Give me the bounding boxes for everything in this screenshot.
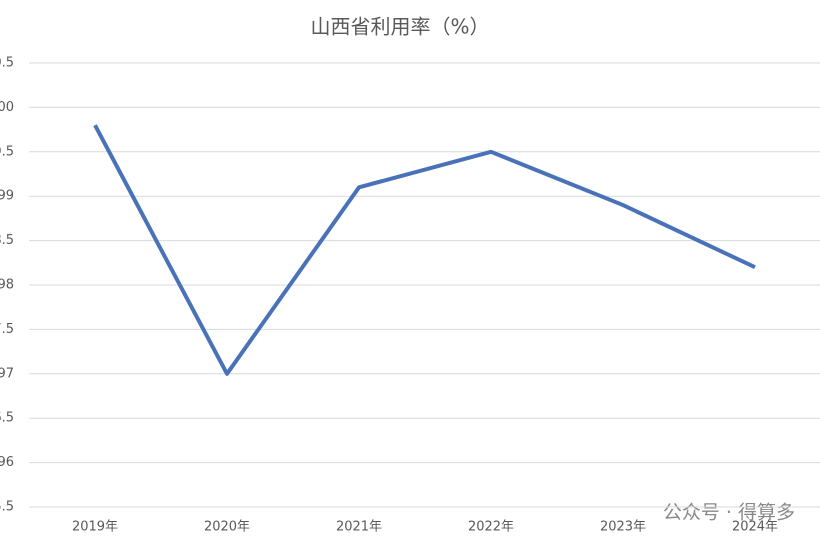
y-tick-label: 96 <box>0 455 14 470</box>
y-tick-label: 99 <box>0 189 14 204</box>
y-tick-label: 100 <box>0 100 14 115</box>
y-tick-label: 95.5 <box>0 500 14 515</box>
y-tick-label: 97.5 <box>0 322 14 337</box>
x-tick-label: 2020年 <box>204 520 250 535</box>
chart-title: 山西省利用率（%） <box>310 15 489 39</box>
data-line <box>93 124 756 376</box>
y-tick-label: 96.5 <box>0 411 14 426</box>
y-tick-label: 99.5 <box>0 144 14 159</box>
x-tick-label: 2023年 <box>600 520 646 535</box>
y-tick-label: 98 <box>0 278 14 293</box>
x-tick-label: 2021年 <box>336 520 382 535</box>
y-tick-label: 98.5 <box>0 233 14 248</box>
y-tick-label: 97 <box>0 366 14 381</box>
x-tick-label: 2024年 <box>732 520 778 535</box>
x-tick-label: 2019年 <box>72 520 118 535</box>
y-tick-label: 100.5 <box>0 56 14 71</box>
x-tick-label: 2022年 <box>468 520 514 535</box>
